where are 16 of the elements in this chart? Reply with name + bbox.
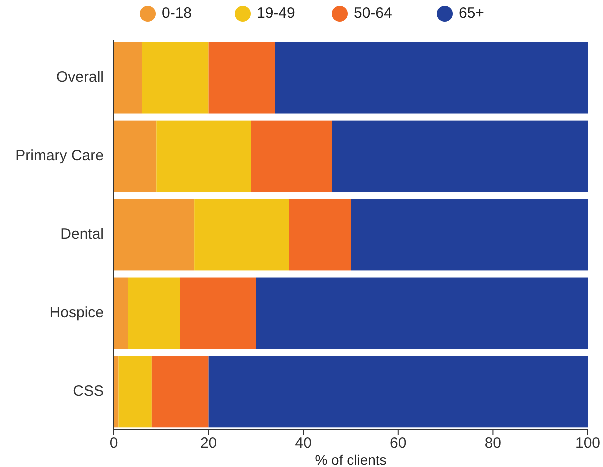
legend-label: 19-49 bbox=[257, 4, 296, 22]
x-tick-label: 0 bbox=[110, 435, 118, 452]
x-tick-label: 100 bbox=[575, 435, 601, 452]
x-tick-label: 20 bbox=[200, 435, 218, 452]
legend-label: 65+ bbox=[459, 4, 485, 22]
legend-label: 0-18 bbox=[162, 4, 192, 22]
x-tick-label: 80 bbox=[484, 435, 502, 452]
y-tick-label: Dental bbox=[60, 226, 104, 243]
y-tick-label: CSS bbox=[73, 382, 104, 400]
x-tick-label: 60 bbox=[390, 435, 407, 452]
y-tick-label: Hospice bbox=[50, 304, 104, 322]
x-tick-label: 40 bbox=[295, 435, 312, 452]
y-tick-label: Primary Care bbox=[16, 148, 104, 164]
legend-label: 50-64 bbox=[354, 4, 392, 22]
x-axis-title: % of clients bbox=[315, 452, 387, 467]
y-tick-label: Overall bbox=[56, 69, 104, 86]
